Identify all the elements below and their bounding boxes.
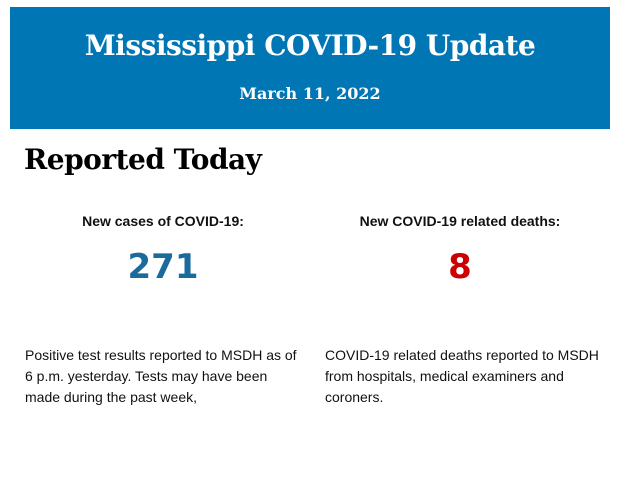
deaths-stat: New COVID-19 related deaths: 8 xyxy=(315,213,605,287)
report-date: March 11, 2022 xyxy=(239,84,381,103)
deaths-description: COVID-19 related deaths reported to MSDH… xyxy=(325,347,599,405)
cases-stat: New cases of COVID-19: 271 xyxy=(18,213,308,287)
page-title: Mississippi COVID-19 Update xyxy=(84,29,536,62)
cases-label: New cases of COVID-19: xyxy=(82,213,244,229)
cases-value: 271 xyxy=(127,247,199,287)
section-title: Reported Today xyxy=(24,143,262,176)
deaths-value: 8 xyxy=(448,247,472,287)
deaths-label: New COVID-19 related deaths: xyxy=(359,213,561,229)
cases-description: Positive test results reported to MSDH a… xyxy=(25,347,297,405)
header-banner: Mississippi COVID-19 Update March 11, 20… xyxy=(10,7,610,129)
